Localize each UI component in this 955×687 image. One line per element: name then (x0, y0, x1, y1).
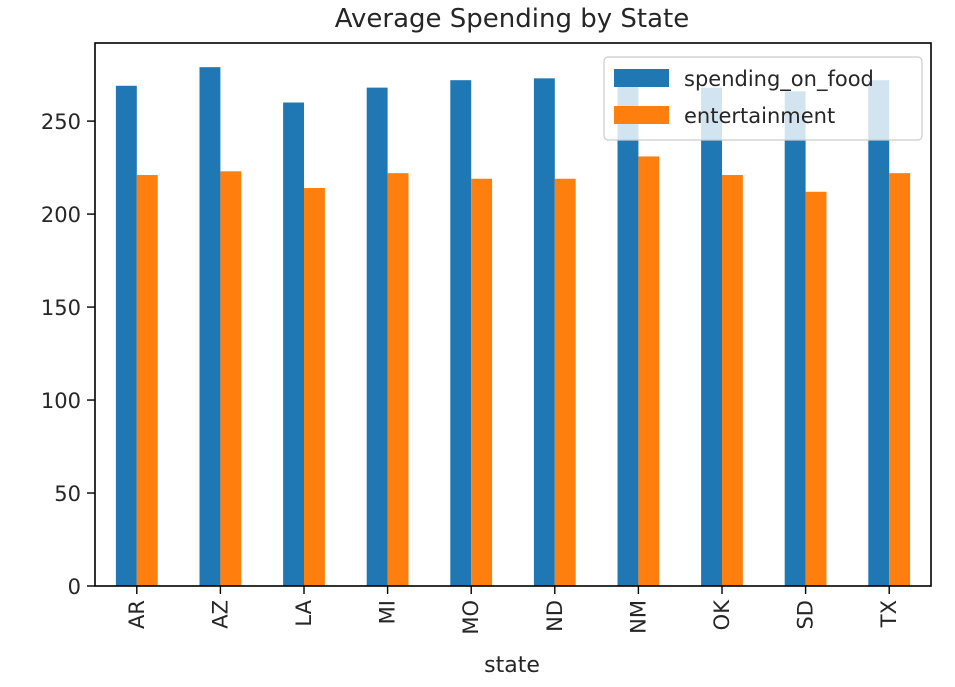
bar-spending_on_food-LA (283, 102, 304, 587)
chart-title: Average Spending by State (335, 4, 689, 34)
bar-entertainment-AR (136, 175, 158, 586)
y-tick-label: 100 (41, 389, 81, 413)
bar-spending_on_food-AR (115, 85, 137, 587)
x-tick-label: ND (543, 600, 567, 632)
bar-spending_on_food-ND (533, 78, 555, 587)
plot-frame (94, 42, 932, 587)
y-tick-label: 50 (54, 482, 81, 506)
x-axis-label: state (484, 653, 540, 678)
bar-spending_on_food-MI (366, 87, 388, 587)
bars-layer (115, 67, 911, 587)
bar-entertainment-OK (722, 175, 743, 586)
bar-spending_on_food-NM (617, 82, 639, 587)
legend-box (603, 56, 923, 141)
bar-entertainment-NM (638, 156, 660, 586)
bar-entertainment-LA (304, 188, 325, 586)
legend-swatch-entertainment (614, 106, 669, 124)
x-tick-label: AZ (208, 600, 232, 629)
x-tick-label: MO (459, 600, 483, 635)
bar-entertainment-SD (805, 191, 827, 586)
bar-entertainment-MI (387, 173, 409, 586)
bar-entertainment-TX (889, 173, 911, 586)
y-axis: 0 50 100 150 200 250 (41, 110, 95, 599)
y-tick-label: 200 (41, 203, 81, 227)
legend-label-spending_on_food: spending_on_food (684, 67, 874, 92)
bar-entertainment-ND (554, 178, 576, 586)
x-tick-label: LA (292, 599, 316, 626)
bar-entertainment-MO (471, 178, 493, 586)
legend-swatch-spending_on_food (614, 69, 669, 87)
x-tick-label: SD (794, 600, 818, 630)
bar-spending_on_food-OK (701, 87, 722, 587)
bar-spending_on_food-TX (868, 80, 890, 587)
bar-spending_on_food-SD (784, 91, 806, 587)
bar-spending_on_food-MO (450, 80, 472, 587)
x-tick-label: NM (626, 600, 650, 634)
bar-entertainment-AZ (220, 171, 242, 586)
legend-label-entertainment: entertainment (684, 104, 835, 128)
x-tick-label: TX (877, 600, 901, 628)
x-tick-label: OK (710, 599, 734, 631)
legend: spending_on_food entertainment (603, 56, 923, 141)
x-tick-label: MI (376, 600, 400, 624)
x-axis: AR AZ LA MI MO ND NM OK SD TX (125, 586, 901, 635)
bar-spending_on_food-AZ (199, 67, 221, 586)
y-tick-label: 0 (68, 575, 81, 599)
y-tick-label: 150 (41, 296, 81, 320)
x-tick-label: AR (125, 600, 149, 629)
y-tick-label: 250 (41, 110, 81, 134)
